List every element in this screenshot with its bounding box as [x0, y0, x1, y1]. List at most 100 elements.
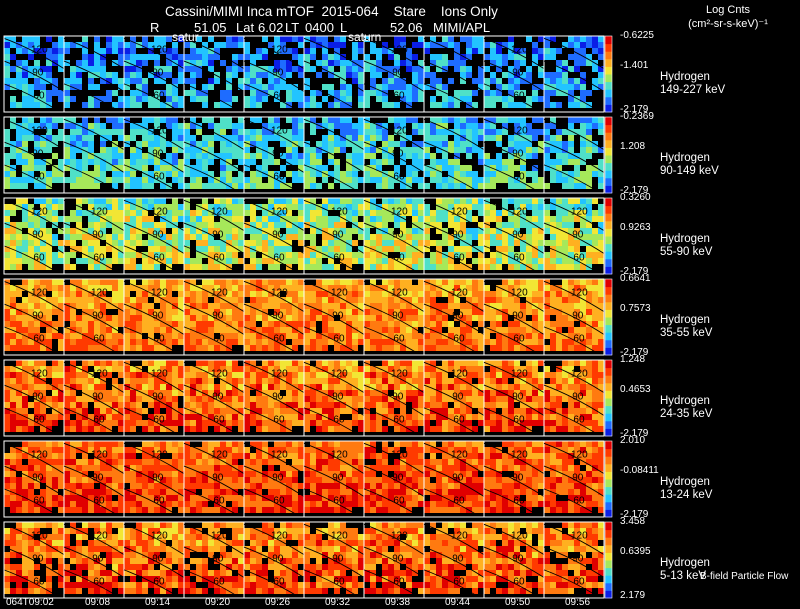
pitch-contour [123, 37, 185, 70]
pitch-contour [423, 569, 485, 601]
colorbar-border [604, 440, 613, 518]
pitch-contour [303, 546, 365, 578]
pitch-contour [123, 361, 185, 394]
colorbar-segment [605, 104, 612, 113]
panel-7: 120 90 60 120 90 60 120 90 60 120 90 60 120 90 60 120 90… [3, 521, 613, 601]
contour-label: 120 [271, 369, 288, 380]
colorbar-segment [605, 228, 612, 237]
contour-label: 120 [151, 369, 168, 380]
pitch-contour [363, 442, 425, 475]
contour-label: 60 [33, 576, 45, 587]
contour-label: 120 [331, 531, 348, 542]
contour-label: 120 [451, 288, 468, 299]
contour-label: 90 [272, 311, 284, 322]
contour-label: 60 [93, 495, 105, 506]
pitch-contour [123, 442, 185, 475]
pitch-contour [423, 118, 485, 151]
panel-border [3, 278, 605, 356]
pitch-contour [303, 245, 365, 277]
colorbar-max-label: 3.458 [620, 516, 646, 527]
colorbar-segment [605, 51, 612, 60]
contour-label: 120 [151, 288, 168, 299]
time-tick-label: 09:56 [565, 597, 591, 608]
species-label: Hydrogen [660, 71, 710, 83]
pitch-contour [483, 569, 545, 601]
colorbar-segment [605, 162, 612, 171]
pitch-contour [63, 280, 125, 313]
pitch-contour [3, 523, 65, 556]
colorbar-segment [605, 486, 612, 495]
colorbar-1 [604, 35, 613, 113]
pitch-contour [123, 326, 185, 358]
contour-label: 120 [391, 369, 408, 380]
pitch-contour [423, 384, 485, 416]
colorbar-segment [605, 36, 612, 45]
pitch-contour [363, 60, 425, 92]
pitch-contour [483, 361, 545, 394]
pitch-contour [3, 361, 65, 394]
pitch-contour [303, 141, 365, 173]
contour-label: 60 [513, 414, 525, 425]
pitch-contour [3, 384, 65, 416]
contour-label: 60 [573, 495, 585, 506]
species-label: Hydrogen [660, 557, 710, 569]
colorbar-segment [605, 501, 612, 510]
contour-label: 90 [272, 473, 284, 484]
pitch-contour [243, 222, 305, 254]
contour-label: 120 [571, 288, 588, 299]
contour-label: 90 [452, 392, 464, 403]
contour-label: 60 [453, 333, 465, 344]
contour-label: 60 [513, 495, 525, 506]
pitch-contour [183, 245, 245, 277]
contour-label: 120 [31, 288, 48, 299]
contour-label: 120 [151, 450, 168, 461]
pitch-contour [183, 118, 245, 151]
pitch-contour [483, 199, 545, 232]
contour-label: 60 [33, 90, 45, 101]
colorbar-segment [605, 43, 612, 52]
colorbar-segment [605, 139, 612, 148]
energy-label: 13-24 keV [660, 489, 713, 501]
contour-label: 90 [272, 68, 284, 79]
pitch-contour [483, 465, 545, 497]
pitch-contour [483, 60, 545, 92]
colorbar-segment [605, 124, 612, 133]
contour-label: 90 [152, 392, 164, 403]
contour-label: 120 [271, 207, 288, 218]
r-value: 51.05 [194, 20, 227, 35]
pitch-contour [363, 384, 425, 416]
contour-label: 120 [571, 450, 588, 461]
pitch-contour [363, 245, 425, 277]
pitch-contour [543, 465, 605, 497]
pitch-contour [63, 488, 125, 520]
lat-label: Lat [236, 20, 255, 35]
pitch-contour [183, 384, 245, 416]
l-value: 52.06 [390, 20, 423, 35]
contour-label: 90 [272, 230, 284, 241]
contour-label: 120 [271, 126, 288, 137]
pitch-contour [303, 199, 365, 232]
pitch-contour [243, 407, 305, 439]
pitch-contour [483, 384, 545, 416]
pitch-contour [123, 465, 185, 497]
contour-label: 60 [393, 171, 405, 182]
contour-label: 60 [513, 90, 525, 101]
contour-label: 90 [32, 149, 44, 160]
pitch-contour [63, 407, 125, 439]
contour-label: 60 [273, 171, 285, 182]
pitch-contour [3, 83, 65, 115]
contour-label: 120 [451, 450, 468, 461]
pitch-contour [63, 523, 125, 556]
contour-label: 90 [152, 68, 164, 79]
pitch-contour [3, 222, 65, 254]
pitch-contour [543, 37, 605, 70]
pitch-contour [303, 303, 365, 335]
colorbar-segment [605, 494, 612, 503]
colorbar-segment [605, 220, 612, 229]
pitch-contour [483, 407, 545, 439]
colorbar-mid-label: 0.4653 [620, 384, 651, 395]
pitch-contour [303, 569, 365, 601]
energy-label: 90-149 keV [660, 165, 719, 177]
heatmap-cells [4, 522, 604, 594]
contour-label: 60 [93, 333, 105, 344]
